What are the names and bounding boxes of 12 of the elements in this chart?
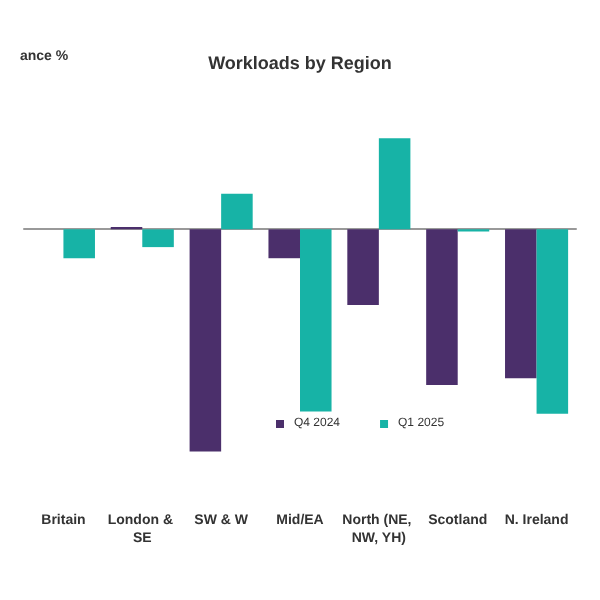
bar <box>505 229 537 379</box>
chart-title: Workloads by Region <box>208 53 392 73</box>
bar <box>221 193 253 230</box>
bar <box>536 229 569 414</box>
bar <box>378 138 411 230</box>
bar <box>189 229 222 452</box>
bar <box>63 229 95 259</box>
bar <box>268 229 300 259</box>
bar <box>426 229 458 385</box>
bar <box>347 229 379 305</box>
bar <box>142 229 174 248</box>
bar <box>300 229 332 412</box>
